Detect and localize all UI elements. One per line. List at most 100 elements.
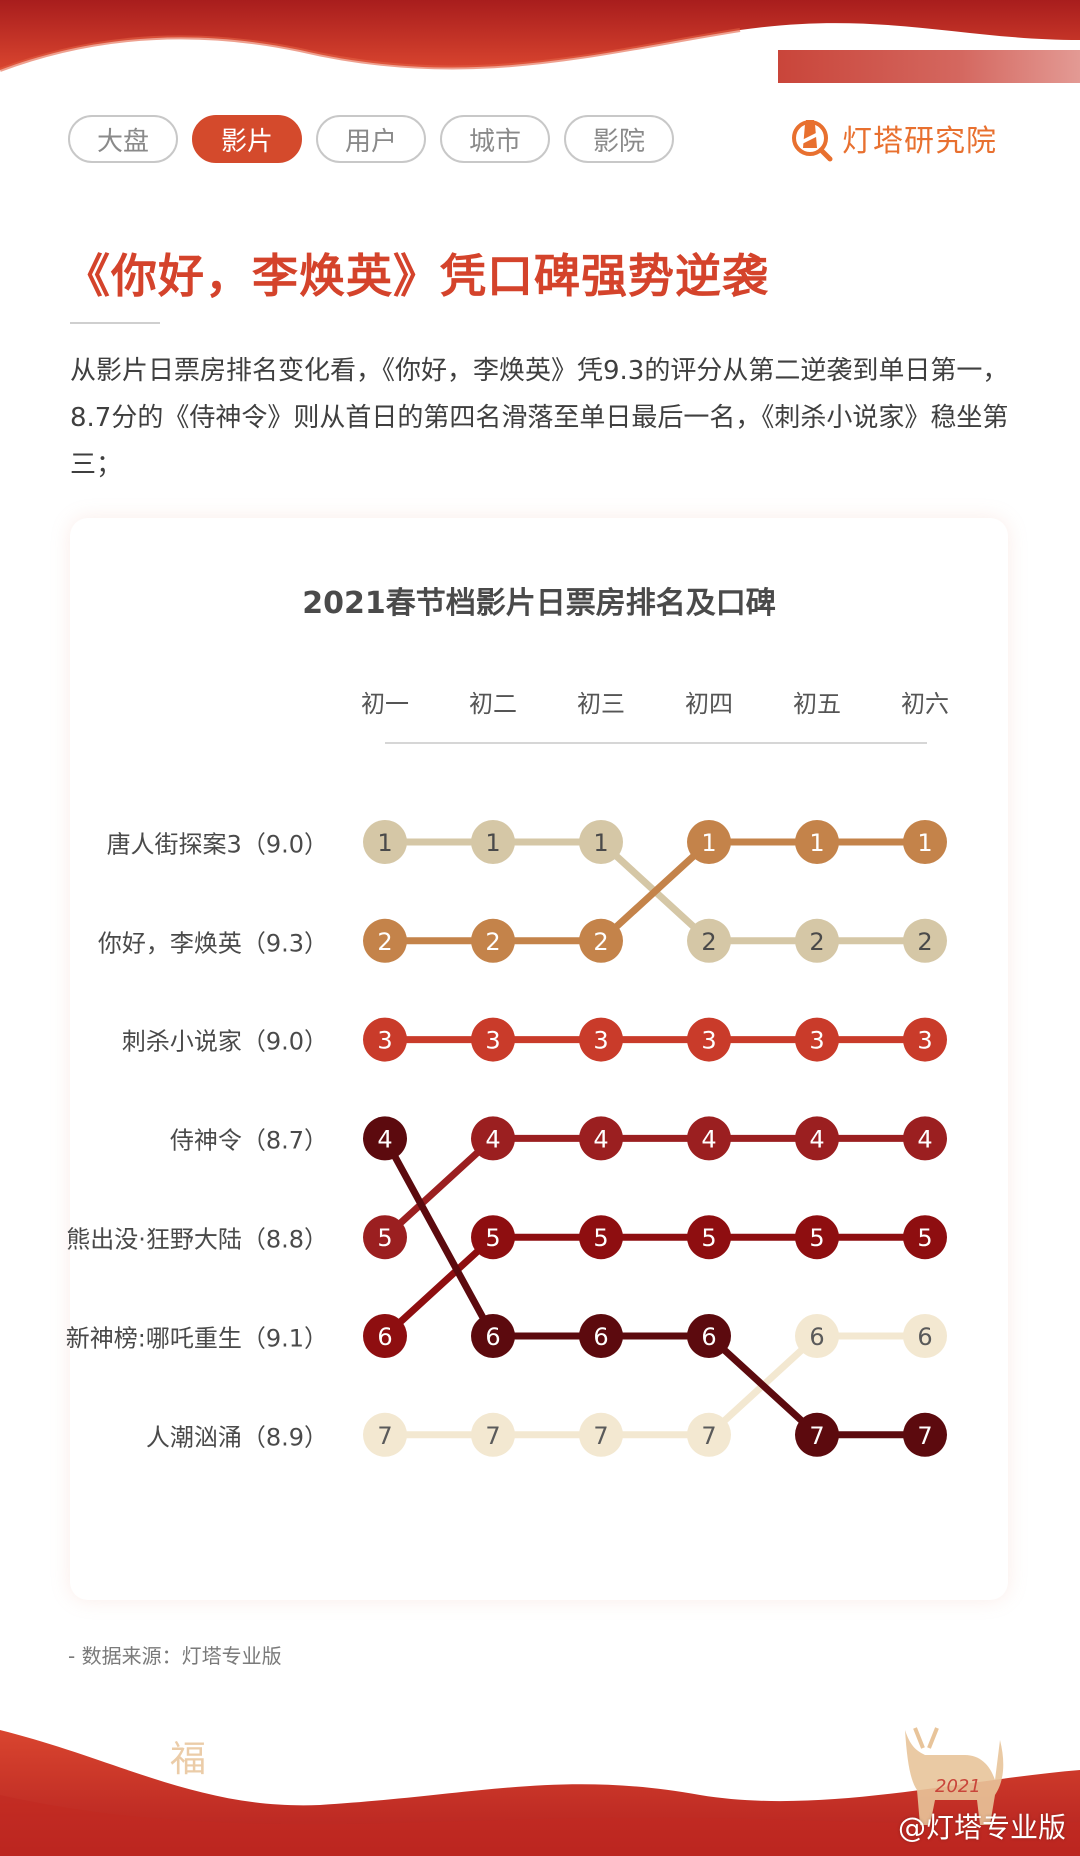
film-label: 刺杀小说家（9.0）: [121, 1027, 328, 1056]
rank-node: 2: [471, 918, 515, 963]
rank-node: 5: [363, 1215, 407, 1260]
svg-text:5: 5: [809, 1224, 824, 1252]
rank-node: 5: [687, 1215, 731, 1260]
rank-node: 3: [795, 1017, 839, 1062]
series-nodes: 1 1 1 2 2 2 2 2 2 1 1 1 3 3 3 3 3 3 4 6 6 6 7 7 5 4 4 4 4 4 6 5 5 5 5 5 7 7 7 7…: [363, 820, 947, 1457]
svg-text:1: 1: [485, 829, 500, 857]
tab-cinemas[interactable]: 影院: [564, 115, 674, 163]
rank-node: 4: [363, 1116, 407, 1161]
bottom-wave-decoration: [0, 1730, 1080, 1856]
rank-node: 2: [903, 918, 947, 963]
x-axis-label: 初二: [469, 690, 517, 718]
rank-node: 5: [471, 1215, 515, 1260]
rank-node: 7: [687, 1412, 731, 1457]
rank-node: 7: [579, 1412, 623, 1457]
rank-node: 6: [471, 1314, 515, 1358]
svg-text:7: 7: [917, 1422, 932, 1450]
top-wave-decoration: [0, 0, 1080, 72]
svg-text:4: 4: [701, 1125, 716, 1153]
x-axis-label: 初四: [685, 690, 733, 718]
svg-text:7: 7: [809, 1422, 824, 1450]
svg-text:4: 4: [809, 1125, 824, 1153]
svg-text:5: 5: [377, 1224, 392, 1252]
rank-node: 2: [579, 918, 623, 963]
svg-text:3: 3: [701, 1027, 716, 1055]
rank-node: 6: [903, 1314, 947, 1358]
rank-node: 3: [903, 1017, 947, 1062]
rank-node: 6: [363, 1314, 407, 1358]
svg-text:1: 1: [917, 829, 932, 857]
svg-text:2: 2: [917, 928, 932, 956]
svg-text:2021: 2021: [935, 1776, 981, 1797]
rank-node: 7: [795, 1412, 839, 1457]
svg-text:5: 5: [701, 1224, 716, 1252]
film-label: 你好，李焕英（9.3）: [97, 929, 328, 958]
svg-text:3: 3: [917, 1027, 932, 1055]
rank-node: 1: [687, 820, 731, 864]
title-divider: [70, 322, 160, 324]
rank-node: 4: [903, 1116, 947, 1161]
rank-node: 3: [363, 1017, 407, 1062]
svg-text:2: 2: [485, 928, 500, 956]
svg-text:7: 7: [593, 1422, 608, 1450]
rank-node: 2: [795, 918, 839, 963]
svg-text:6: 6: [809, 1323, 824, 1351]
tab-films[interactable]: 影片: [192, 115, 302, 163]
film-label: 熊出没·狂野大陆（8.8）: [66, 1225, 328, 1254]
ox-2021-icon: 2021: [905, 1727, 1004, 1825]
svg-text:5: 5: [485, 1224, 500, 1252]
series-line: [385, 838, 925, 945]
svg-text:6: 6: [377, 1323, 392, 1351]
svg-text:1: 1: [701, 829, 716, 857]
lighthouse-magnifier-icon: [792, 120, 833, 162]
rank-node: 3: [579, 1017, 623, 1062]
svg-text:3: 3: [809, 1027, 824, 1055]
x-axis-label: 初一: [361, 690, 409, 718]
rank-node: 4: [471, 1116, 515, 1161]
svg-text:6: 6: [701, 1323, 716, 1351]
svg-text:4: 4: [377, 1125, 392, 1153]
tab-overview[interactable]: 大盘: [68, 115, 178, 163]
rank-node: 3: [687, 1017, 731, 1062]
svg-text:4: 4: [593, 1125, 608, 1153]
rank-node: 1: [363, 820, 407, 864]
svg-text:5: 5: [917, 1224, 932, 1252]
rank-node: 6: [795, 1314, 839, 1358]
rank-node: 6: [579, 1314, 623, 1358]
rank-node: 1: [795, 820, 839, 864]
rank-node: 6: [687, 1314, 731, 1358]
svg-text:5: 5: [593, 1224, 608, 1252]
svg-text:2: 2: [809, 928, 824, 956]
rank-node: 4: [687, 1116, 731, 1161]
rank-node: 1: [471, 820, 515, 864]
series-lines: [381, 838, 925, 1439]
rank-node: 4: [795, 1116, 839, 1161]
svg-text:2: 2: [593, 928, 608, 956]
svg-text:1: 1: [377, 829, 392, 857]
svg-text:3: 3: [485, 1027, 500, 1055]
film-label: 唐人街探案3（9.0）: [106, 830, 328, 859]
series-line: [382, 1134, 925, 1240]
svg-text:2: 2: [377, 928, 392, 956]
page-title: 《你好，李焕英》凭口碑强势逆袭: [64, 249, 769, 303]
data-source-note: - 数据来源：灯塔专业版: [68, 1644, 282, 1668]
rank-node: 2: [363, 918, 407, 963]
chart-card: [70, 518, 1008, 1600]
svg-text:2: 2: [701, 928, 716, 956]
brand-logo: 灯塔研究院: [788, 114, 997, 162]
tab-users[interactable]: 用户: [316, 115, 426, 163]
film-label: 人潮汹涌（8.9）: [145, 1423, 328, 1452]
svg-text:1: 1: [809, 829, 824, 857]
rank-node: 1: [903, 820, 947, 864]
tab-cities[interactable]: 城市: [440, 115, 550, 163]
brand-name: 灯塔研究院: [842, 124, 997, 159]
rank-node: 1: [579, 820, 623, 864]
svg-text:6: 6: [593, 1323, 608, 1351]
rank-node: 7: [363, 1412, 407, 1457]
series-line: [385, 1332, 925, 1439]
rank-node: 7: [471, 1412, 515, 1457]
x-axis-line: [385, 742, 927, 744]
watermark: @灯塔专业版: [897, 1811, 1066, 1844]
svg-text:4: 4: [485, 1125, 500, 1153]
